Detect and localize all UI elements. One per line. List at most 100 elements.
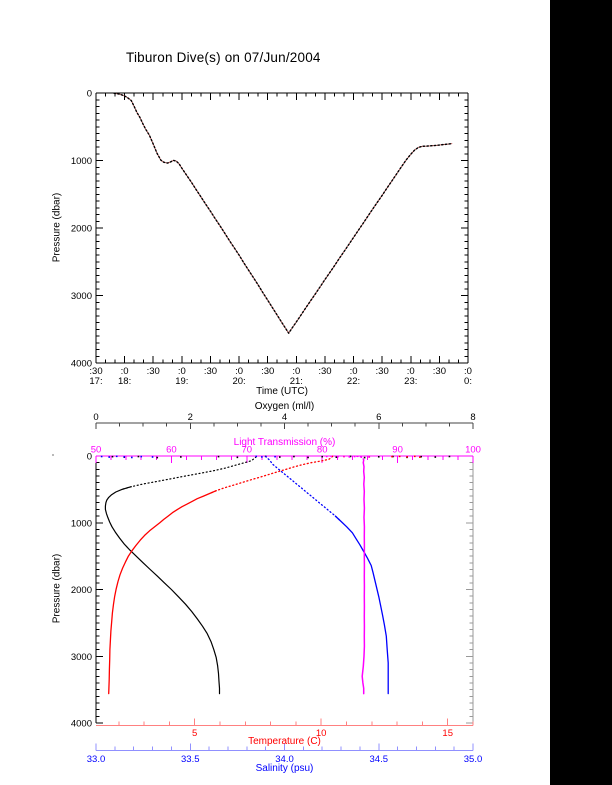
pressure-tick-label: 1000 — [71, 518, 92, 529]
light-transmission-profile-scatter-point — [337, 455, 339, 458]
oxygen-profile-scatter-point — [448, 455, 451, 458]
time-hour-tick-label: 17: — [89, 376, 102, 387]
oxygen-profile-scatter-point — [377, 456, 380, 458]
light-transmission-profile-scatter-point — [343, 455, 345, 458]
time-minute-tick-label: :30 — [261, 366, 274, 377]
axis-tick-label: 50 — [91, 445, 102, 456]
oxygen-profile-scatter-point — [180, 456, 182, 458]
oxygen-axis-title: Oxygen (ml/l) — [254, 401, 315, 412]
temperature-profile-scatter-point — [419, 456, 421, 459]
pressure-tick-label: 3000 — [71, 291, 92, 302]
axis-tick-label: 60 — [166, 445, 177, 456]
axis-tick-label: 4 — [282, 412, 287, 423]
time-minute-tick-label: :30 — [89, 366, 102, 377]
axis-tick-label: 35.0 — [464, 754, 483, 765]
time-minute-tick-label: :0 — [407, 366, 415, 377]
salinity-axis-title: Salinity (psu) — [255, 763, 314, 774]
time-hour-tick-label: 20: — [232, 376, 245, 387]
time-minute-tick-label: :30 — [376, 366, 389, 377]
salinity-profile — [334, 515, 389, 695]
oxygen-profile-upper-dotted — [121, 456, 257, 490]
pressure-tick-label: 2000 — [71, 224, 92, 235]
axis-tick-label: 10 — [316, 728, 327, 739]
time-minute-tick-label: :30 — [204, 366, 217, 377]
salinity-profile-scatter-point — [274, 455, 276, 458]
time-minute-tick-label: :0 — [464, 366, 472, 377]
time-minute-tick-label: :0 — [235, 366, 243, 377]
axis-tick-label: 100 — [465, 445, 481, 456]
axis-tick-label: 70 — [242, 445, 253, 456]
oxygen-profile-scatter-point — [434, 456, 437, 458]
oxygen-profile-scatter-point — [217, 455, 220, 458]
axis-tick-label: 6 — [376, 412, 381, 423]
axis-tick-label: 33.5 — [181, 754, 200, 765]
time-minute-tick-label: :30 — [147, 366, 160, 377]
time-hour-tick-label: 22: — [347, 376, 360, 387]
salinity-profile-scatter-point — [123, 456, 126, 458]
light-transmission-profile-upper-dotted — [356, 455, 365, 464]
oxygen-profile-scatter-point — [321, 455, 323, 458]
pressure-tick-label: 3000 — [71, 652, 92, 663]
salinity-profile-scatter-point — [108, 456, 110, 458]
light-transmission-profile-scatter-point — [348, 456, 351, 458]
right-black-bar — [550, 0, 612, 785]
oxygen-profile-scatter-point — [278, 456, 281, 458]
axis-tick-label: 8 — [470, 412, 475, 423]
oxygen-profile-scatter-point — [363, 456, 366, 459]
time-minute-tick-label: :30 — [318, 366, 331, 377]
axis-tick-label: 0 — [93, 412, 98, 423]
salinity-profile-scatter-point — [140, 455, 143, 458]
axis-tick-label: 15 — [442, 728, 453, 739]
oxygen-profile-scatter-point — [236, 456, 239, 459]
temperature-axis-title: Temperature (C) — [248, 736, 321, 747]
pressure-tick-label: 0 — [87, 89, 92, 100]
oxygen-profile-scatter-point — [293, 455, 295, 458]
time-minute-tick-label: :0 — [178, 366, 186, 377]
light-transmission-profile — [361, 459, 366, 695]
pressure-tick-label: 4000 — [71, 719, 92, 730]
temperature-profile-scatter-point — [391, 455, 393, 458]
temperature-profile-scatter-point — [398, 455, 401, 458]
salinity-profile-scatter-point — [255, 455, 258, 458]
temperature-profile-scatter-point — [406, 456, 409, 458]
oxygen-profile-scatter-point — [420, 455, 422, 458]
temperature-profile-scatter-point — [414, 455, 416, 458]
axis-tick-label: 80 — [317, 445, 328, 456]
pressure-tick-label: 4000 — [71, 359, 92, 370]
axis-tick-label: 90 — [392, 445, 403, 456]
time-hour-tick-label: 18: — [118, 376, 131, 387]
salinity-profile-scatter-point — [151, 456, 154, 458]
salinity-profile-scatter-point — [115, 455, 118, 458]
time-minute-tick-label: :30 — [433, 366, 446, 377]
axis-tick-label: 2 — [188, 412, 193, 423]
oxygen-profile-scatter-point — [111, 455, 114, 458]
temperature-profile — [108, 490, 217, 695]
oxygen-profile-scatter-point — [156, 456, 159, 459]
pressure-tick-label: 1000 — [71, 156, 92, 167]
salinity-profile-scatter-point — [100, 455, 103, 458]
oxygen-profile-scatter-point — [349, 455, 352, 458]
oxygen-profile-scatter-point — [392, 455, 394, 458]
time-minute-tick-label: :0 — [121, 366, 129, 377]
time-minute-tick-label: :0 — [292, 366, 300, 377]
salinity-profile-upper-dotted — [264, 455, 342, 523]
axis-tick-label: 34.0 — [275, 754, 294, 765]
time-axis-title: Time (UTC) — [256, 386, 308, 397]
axis-tick-label: 34.5 — [370, 754, 389, 765]
bottom-chart-y-axis-title: Pressure (dbar) — [51, 553, 63, 624]
oxygen-profile-scatter-point — [335, 456, 338, 459]
light-transmission-axis-title: Light Transmission (%) — [233, 437, 336, 448]
dive-profile-dots — [113, 92, 453, 334]
oxygen-profile-scatter-point — [137, 455, 140, 458]
light-transmission-profile-scatter-point — [325, 455, 328, 458]
stray-data-point — [52, 454, 54, 456]
axis-tick-label: 5 — [192, 728, 197, 739]
oxygen-profile — [104, 486, 221, 695]
time-minute-tick-label: :0 — [350, 366, 358, 377]
oxygen-profile-scatter-point — [307, 456, 309, 459]
pressure-tick-label: 0 — [87, 452, 92, 463]
top-chart-y-axis-title: Pressure (dbar) — [51, 192, 63, 263]
dive-profile-line — [113, 92, 453, 334]
